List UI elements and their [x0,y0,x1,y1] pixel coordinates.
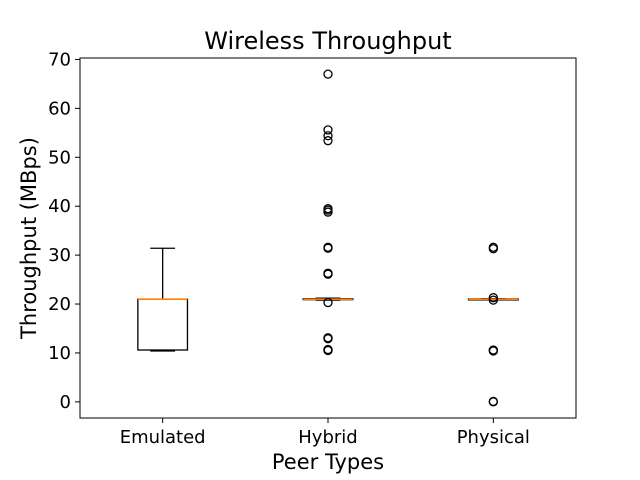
box-iqr [137,298,189,351]
outlier-point [323,297,333,308]
y-tick-label: 0 [60,392,71,413]
x-tick-label: Emulated [120,427,206,448]
outlier-point [323,242,333,252]
outlier-point [488,295,498,305]
y-tick-label: 60 [48,98,71,119]
outlier-point [488,293,498,303]
outlier-point [488,396,498,407]
chart-title: Wireless Throughput [204,27,451,55]
y-tick-label: 10 [48,343,71,364]
y-tick-label: 20 [48,294,71,315]
y-tick-label: 70 [48,49,71,70]
y-tick-label: 40 [48,196,71,217]
y-axis-label: Throughput (MBps) [17,137,41,340]
outlier-point [323,344,333,355]
outlier-point [323,69,333,79]
plot-frame [79,57,577,419]
outlier-point [323,131,333,141]
outlier-point [488,242,498,252]
outlier-point [323,125,333,135]
outlier-point [323,333,333,343]
y-tick-label: 50 [48,147,71,168]
outlier-point [488,345,498,355]
x-tick-label: Physical [457,427,530,448]
y-tick-label: 30 [48,245,71,266]
plot-area: 0 10 20 30 40 50 60 70 Emulated Hybrid Physical [48,49,577,448]
outlier-point [323,268,333,278]
outlier-point [323,204,333,214]
x-axis-label: Peer Types [272,450,384,474]
x-tick-label: Hybrid [298,427,357,448]
outlier-point [323,136,333,146]
